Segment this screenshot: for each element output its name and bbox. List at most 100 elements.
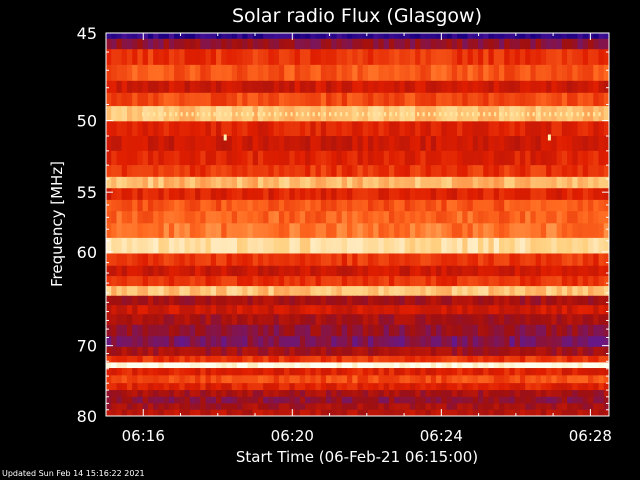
- heatmap-cell: [409, 49, 416, 66]
- heatmap-cell: [588, 165, 594, 178]
- heatmap-cell: [436, 368, 442, 376]
- heatmap-cell: [436, 295, 442, 306]
- heatmap-cell: [226, 375, 233, 384]
- heatmap-cell: [153, 390, 159, 398]
- heatmap-cell: [572, 355, 579, 363]
- heatmap-cell: [388, 355, 395, 363]
- heatmap-cell: [420, 188, 427, 201]
- heatmap-cell: [394, 121, 401, 137]
- heatmap-cell: [195, 336, 201, 348]
- heatmap-cell: [546, 314, 552, 326]
- heatmap-cell: [551, 305, 558, 315]
- heatmap-cell: [163, 314, 170, 326]
- heatmap-cell: [546, 368, 552, 376]
- heatmap-cell: [257, 324, 264, 337]
- heatmap-cell: [315, 383, 322, 391]
- heatmap-cell: [504, 276, 511, 287]
- heatmap-cell: [394, 390, 401, 398]
- heatmap-cell: [362, 150, 369, 166]
- heatmap-cell: [514, 188, 521, 201]
- heatmap-cell: [530, 286, 537, 297]
- heatmap-cell: [556, 355, 563, 363]
- heatmap-cell: [404, 135, 411, 152]
- heatmap-cell: [331, 92, 338, 107]
- heatmap-cell: [436, 237, 442, 254]
- heatmap-cell: [257, 295, 264, 306]
- heatmap-cell: [347, 305, 353, 315]
- heatmap-cell: [315, 165, 322, 178]
- heatmap-cell: [347, 314, 353, 326]
- heatmap-cell: [347, 165, 353, 178]
- heatmap-cell: [383, 80, 390, 94]
- heatmap-cell: [216, 336, 222, 348]
- heatmap-cell: [404, 223, 411, 239]
- heatmap-cell: [284, 314, 290, 326]
- heatmap-cell: [415, 80, 421, 94]
- heatmap-cell: [493, 396, 500, 404]
- heatmap-cell: [205, 305, 212, 315]
- heatmap-cell: [216, 368, 222, 376]
- heatmap-cell: [593, 375, 600, 384]
- heatmap-cell: [546, 286, 552, 297]
- heatmap-cell: [525, 375, 532, 384]
- heatmap-cell: [540, 150, 547, 166]
- heatmap-cell: [457, 346, 463, 357]
- heatmap-cell: [294, 403, 301, 411]
- heatmap-cell: [441, 150, 448, 166]
- heatmap-cell: [362, 64, 369, 82]
- heatmap-cell: [168, 383, 175, 391]
- heatmap-cell: [478, 336, 484, 348]
- heatmap-cell: [121, 355, 128, 363]
- heatmap-cell: [305, 253, 311, 267]
- heatmap-cell: [231, 211, 238, 224]
- heatmap-cell: [598, 135, 605, 152]
- heatmap-cell: [556, 314, 563, 326]
- interference-dash: [213, 112, 216, 117]
- heatmap-cell: [352, 375, 359, 384]
- heatmap-cell: [373, 355, 380, 363]
- heatmap-cell: [121, 135, 128, 152]
- heatmap-cell: [231, 276, 238, 287]
- heatmap-cell: [289, 375, 296, 384]
- heatmap-cell: [425, 355, 432, 363]
- heatmap-cell: [430, 199, 437, 212]
- heatmap-cell: [347, 64, 353, 82]
- heatmap-cell: [336, 223, 343, 239]
- heatmap-cell: [247, 396, 254, 404]
- heatmap-cell: [116, 33, 123, 40]
- heatmap-cell: [367, 383, 374, 391]
- heatmap-cell: [116, 80, 123, 94]
- heatmap-cell: [593, 276, 600, 287]
- heatmap-cell: [189, 253, 196, 267]
- heatmap-cell: [137, 396, 144, 404]
- heatmap-cell: [210, 375, 217, 384]
- heatmap-cell: [242, 135, 249, 152]
- heatmap-cell: [388, 188, 395, 201]
- heatmap-cell: [106, 265, 112, 277]
- heatmap-cell: [357, 265, 364, 277]
- heatmap-cell: [588, 383, 594, 391]
- heatmap-cell: [153, 92, 159, 107]
- heatmap-cell: [478, 38, 484, 50]
- y-axis-label: Frequency [MHz]: [48, 161, 66, 287]
- heatmap-cell: [111, 409, 118, 416]
- heatmap-cell: [331, 286, 338, 297]
- heatmap-cell: [268, 336, 275, 348]
- heatmap-cell: [514, 223, 521, 239]
- heatmap-cell: [462, 295, 469, 306]
- heatmap-cell: [525, 150, 532, 166]
- heatmap-cell: [467, 403, 474, 411]
- heatmap-cell: [320, 383, 327, 391]
- heatmap-cell: [226, 336, 233, 348]
- heatmap-cell: [525, 409, 532, 416]
- heatmap-cell: [252, 106, 259, 122]
- heatmap-cell: [504, 375, 511, 384]
- heatmap-cell: [257, 165, 264, 178]
- heatmap-cell: [567, 176, 573, 189]
- heatmap-cell: [420, 199, 427, 212]
- heatmap-cell: [551, 253, 558, 267]
- heatmap-cell: [582, 223, 589, 239]
- heatmap-cell: [467, 49, 474, 66]
- heatmap-cell: [158, 276, 165, 287]
- heatmap-cell: [525, 121, 532, 137]
